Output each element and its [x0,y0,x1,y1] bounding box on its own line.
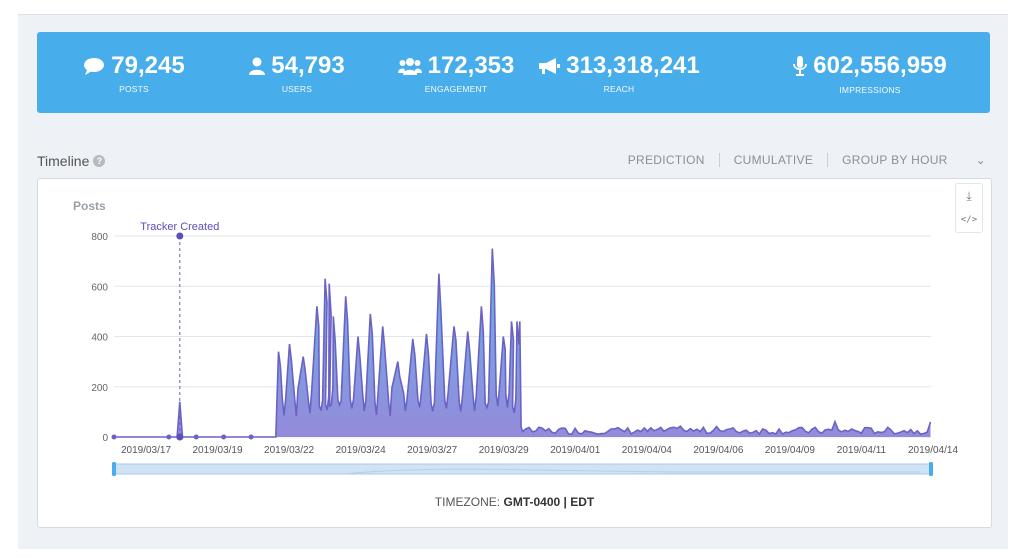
chevron-down-icon[interactable]: ⌄ [975,153,986,167]
timeline-title: Timeline ? [37,153,106,169]
annotation-marker [176,232,184,240]
download-button[interactable]: ⤓ [956,184,982,208]
x-tick-label: 2019/03/27 [407,445,457,456]
download-icon: ⤓ [966,188,972,203]
help-icon[interactable]: ? [93,155,106,167]
stat-reach-label: REACH [603,84,635,94]
x-tick-label: 2019/04/09 [765,445,815,456]
comment-icon [83,57,105,75]
divider [827,153,829,167]
x-tick-label: 2019/04/01 [550,445,600,456]
stat-posts: 79,245 POSTS [39,52,229,94]
timezone-value: GMT-0400 | EDT [503,495,595,509]
data-point [166,434,172,440]
y-tick-label: 0 [102,433,108,444]
x-tick-label: 2019/04/14 [908,445,958,456]
timezone-info: TIMEZONE: GMT-0400 | EDT [38,495,991,509]
stat-impressions-label: IMPRESSIONS [839,85,901,95]
x-tick-label: 2019/03/19 [193,445,243,456]
navigator-range [113,463,932,475]
stat-users-label: USERS [281,84,313,94]
stat-impressions: 602,556,959 IMPRESSIONS [765,52,975,95]
stat-posts-label: POSTS [119,84,149,94]
megaphone-icon [538,57,561,75]
timezone-label: TIMEZONE: [434,495,501,509]
prediction-button[interactable]: PREDICTION [627,153,705,167]
y-tick-label: 200 [91,383,108,394]
navigator-handle-left [112,462,116,476]
y-tick-label: 400 [91,333,108,344]
microphone-icon [793,56,808,76]
timeline-header: Timeline ? PREDICTION CUMULATIVE GROUP B… [37,153,990,173]
users-group-icon [397,57,422,75]
data-point [221,434,227,440]
stats-bar: 79,245 POSTS 54,793 USERS 172,353 ENGAGE… [37,32,990,113]
y-tick-label: 800 [91,232,108,243]
user-icon [249,57,266,75]
stat-users-value: 54,793 [271,52,345,79]
timeline-controls: PREDICTION CUMULATIVE GROUP BY HOUR ⌄ [614,153,990,167]
data-point [248,434,254,440]
x-tick-label: 2019/03/17 [121,445,171,456]
annotation-label: Tracker Created [140,221,219,233]
timeline-title-text: Timeline [37,153,90,169]
y-tick-label: 600 [91,282,108,293]
stat-engagement-value: 172,353 [427,52,515,79]
x-tick-label: 2019/04/04 [622,445,672,456]
stat-reach-value: 313,318,241 [566,52,700,79]
series-line [114,248,932,438]
stat-posts-value: 79,245 [111,52,185,79]
x-tick-label: 2019/03/24 [336,445,386,456]
x-tick-label: 2019/03/22 [264,445,314,456]
navigator-handle-right [929,462,933,476]
y-axis-label: Posts [73,199,106,213]
stat-engagement-label: ENGAGEMENT [424,84,488,94]
stat-reach: 313,318,241 REACH [524,52,714,94]
cumulative-button[interactable]: CUMULATIVE [733,153,814,167]
data-point [111,434,117,440]
chart-toolbar: ⤓ </> [955,183,983,233]
data-point [193,434,199,440]
x-tick-label: 2019/03/29 [479,445,529,456]
stat-users: 54,793 USERS [202,52,392,94]
stat-impressions-value: 602,556,959 [813,52,947,79]
timeline-chart: Posts 0 200 400 600 800 Tracker Created 2019/03… [73,199,958,476]
chart-card: Posts 0 200 400 600 800 Tracker Created 2019/03… [37,178,992,528]
x-tick-label: 2019/04/11 [837,445,887,456]
navigator-series [343,468,921,475]
stat-engagement: 172,353 ENGAGEMENT [361,52,551,94]
divider [718,153,720,167]
group-by-hour-dropdown[interactable]: GROUP BY HOUR [842,153,948,167]
code-icon: </> [960,215,978,225]
series-area [114,248,931,437]
annotation-base-marker [176,433,184,441]
x-tick-label: 2019/04/06 [693,445,743,456]
embed-code-button[interactable]: </> [956,208,982,232]
